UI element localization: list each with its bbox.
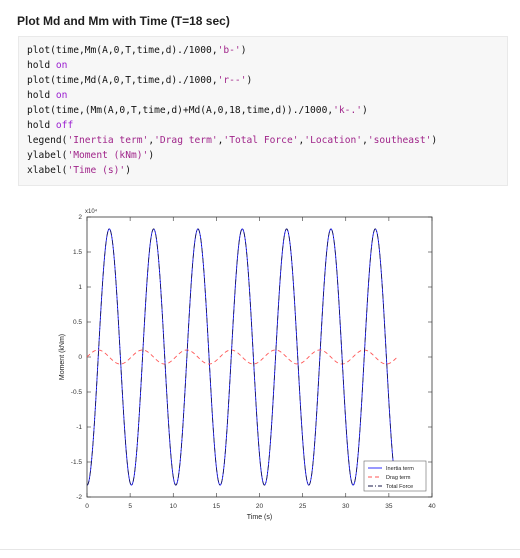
code-text: ) — [148, 150, 155, 161]
x-tick-label: 5 — [128, 503, 132, 510]
y-tick-label: -2 — [76, 494, 82, 501]
x-tick-label: 0 — [85, 503, 89, 510]
y-exponent-label: x10⁴ — [85, 208, 98, 215]
code-string: 'southeast' — [367, 135, 432, 146]
code-line: plot(time,(Mm(A,0,T,time,d)+Md(A,0,18,ti… — [27, 105, 368, 117]
code-text: ) — [240, 45, 247, 56]
x-tick-label: 35 — [385, 503, 393, 510]
cell-divider — [0, 549, 520, 550]
code-keyword: on — [55, 60, 68, 71]
section-heading: Plot Md and Mm with Time (T=18 sec) — [17, 14, 230, 28]
code-line: plot(time,Mm(A,0,T,time,d)./1000,'b-') — [27, 45, 247, 57]
code-keyword: on — [55, 90, 68, 101]
code-text: , — [298, 135, 305, 146]
code-text: xlabel( — [27, 165, 68, 176]
series-line — [87, 228, 398, 486]
y-axis-label: Moment (kNm) — [59, 334, 66, 380]
series-line — [87, 349, 398, 365]
code-line: ylabel('Moment (kNm)') — [27, 150, 154, 162]
x-tick-label: 30 — [342, 503, 350, 510]
y-tick-label: 2 — [78, 214, 82, 221]
code-text: hold — [27, 60, 56, 71]
y-tick-label: 1.5 — [73, 249, 82, 256]
figure: 0 5 10 15 20 25 30 35 40 -2 -1.5 -1 -0.5 0 0.5 1 1.5 2 x10… — [55, 207, 445, 532]
code-text: , — [148, 135, 155, 146]
code-string: 'Inertia term' — [67, 135, 149, 146]
code-keyword: off — [55, 120, 74, 131]
code-line: xlabel('Time (s)') — [27, 165, 131, 177]
code-string: 'Total Force' — [223, 135, 299, 146]
code-string: 'Location' — [304, 135, 363, 146]
code-text: plot(time,(Mm(A,0,T,time,d)+Md(A,0,18,ti… — [27, 105, 334, 116]
y-tick-label: 0.5 — [73, 319, 82, 326]
code-line: hold off — [27, 120, 73, 132]
x-tick-label: 10 — [170, 503, 178, 510]
code-string: 'r--' — [217, 75, 247, 86]
code-text: ) — [125, 165, 131, 176]
code-text: hold — [27, 120, 56, 131]
moment-chart: 0 5 10 15 20 25 30 35 40 -2 -1.5 -1 -0.5 0 0.5 1 1.5 2x10… — [59, 208, 436, 521]
code-text: ylabel( — [27, 150, 68, 161]
code-text: , — [217, 135, 224, 146]
y-tick-label: -1 — [76, 424, 82, 431]
code-text: legend( — [27, 135, 68, 146]
code-text: plot(time,Mm(A,0,T,time,d)./1000, — [27, 45, 218, 56]
y-tick-label: 0 — [78, 354, 82, 361]
code-line: hold on — [27, 60, 67, 72]
y-tick-label: -0.5 — [71, 389, 83, 396]
code-text: ) — [246, 75, 253, 86]
x-tick-label: 25 — [299, 503, 307, 510]
x-tick-label: 20 — [256, 503, 264, 510]
legend-label: Total Force — [386, 484, 413, 490]
code-string: 'Drag term' — [154, 135, 218, 146]
x-axis-label: Time (s) — [247, 514, 272, 521]
legend-label: Inertia term — [386, 466, 414, 472]
code-string: 'b-' — [217, 45, 241, 56]
y-tick-label: 1 — [78, 284, 82, 291]
code-text: ) — [362, 105, 368, 116]
x-tick-label: 40 — [428, 503, 436, 510]
code-line: plot(time,Md(A,0,T,time,d)./1000,'r--') — [27, 75, 252, 87]
code-cell[interactable]: plot(time,Mm(A,0,T,time,d)./1000,'b-') ho… — [18, 36, 508, 186]
code-line: hold on — [27, 90, 67, 102]
code-text: , — [362, 135, 368, 146]
y-tick-label: -1.5 — [71, 459, 83, 466]
code-string: 'Moment (kNm)' — [67, 150, 149, 161]
legend-box — [363, 460, 427, 492]
code-string: 'k-.' — [333, 105, 363, 116]
code-text: ) — [431, 135, 438, 146]
code-string: 'Time (s)' — [67, 165, 126, 176]
x-tick-label: 15 — [213, 503, 221, 510]
series-group — [87, 228, 398, 486]
code-text: plot(time,Md(A,0,T,time,d)./1000, — [27, 75, 218, 86]
code-text: hold — [27, 90, 56, 101]
code-line: legend('Inertia term','Drag term','Total… — [27, 135, 437, 147]
legend-label: Drag term — [386, 475, 411, 481]
